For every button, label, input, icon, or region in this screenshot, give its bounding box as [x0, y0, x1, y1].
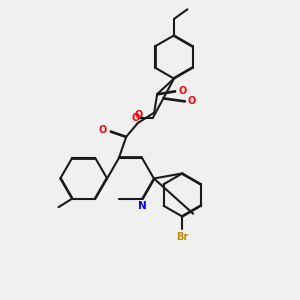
- Text: O: O: [99, 125, 107, 135]
- Text: O: O: [132, 112, 140, 123]
- Text: Br: Br: [176, 232, 188, 242]
- Text: O: O: [178, 86, 186, 96]
- Text: O: O: [134, 110, 143, 119]
- Text: N: N: [138, 201, 147, 211]
- Text: O: O: [188, 96, 196, 106]
